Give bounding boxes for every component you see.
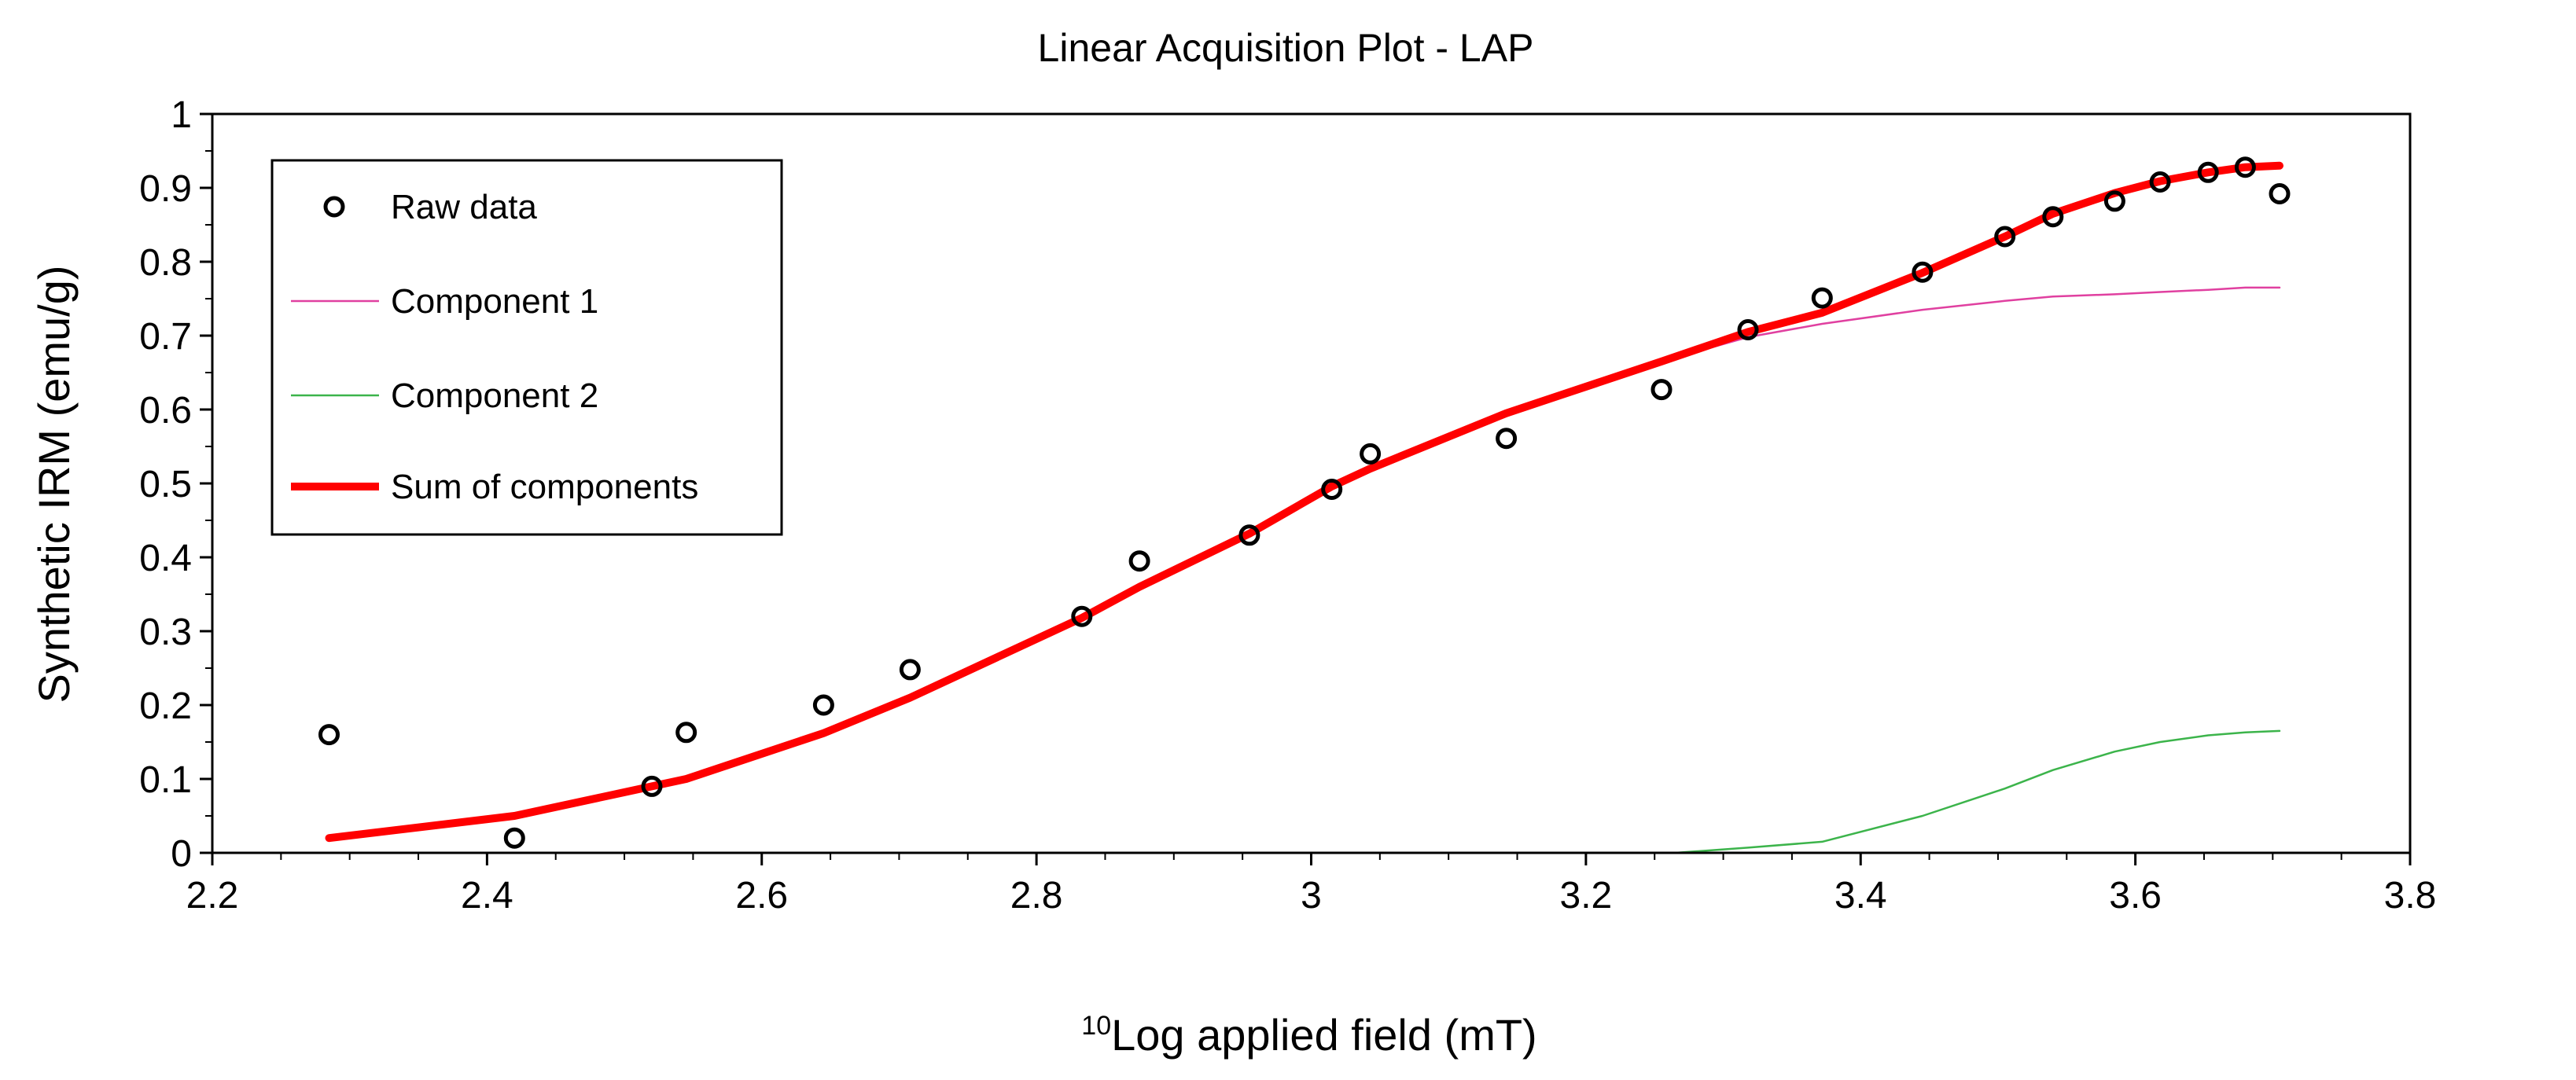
x-tick-label: 3.2 xyxy=(1560,875,1613,917)
series-line-sum-of-components xyxy=(325,161,2283,843)
raw-data-point xyxy=(1238,524,1260,546)
y-tick-label: 0.6 xyxy=(139,390,192,432)
raw-data-point xyxy=(899,659,921,681)
x-axis-label: 10Log applied field (mT) xyxy=(1081,1010,1536,1060)
y-tick-label: 0.1 xyxy=(139,759,192,801)
series-line-component-2 xyxy=(1674,729,2281,854)
chart-title: Linear Acquisition Plot - LAP xyxy=(1038,26,1534,70)
legend: Raw data Component 1 Component 2 Sum of … xyxy=(270,159,783,536)
raw-data-point xyxy=(1128,550,1150,572)
raw-data-point xyxy=(1994,226,2016,248)
x-axis-label-text: Log applied field (mT) xyxy=(1111,1010,1537,1060)
y-tick-label: 0.5 xyxy=(139,464,192,505)
x-tick-label: 3.4 xyxy=(1834,875,1887,917)
axis-ticks: 2.2 2.4 2.6 2.8 3 3.2 3.4 3.6 3.8 0 0.1 0.2 0.3 0.4 0.… xyxy=(139,94,2436,917)
raw-data-point xyxy=(1912,261,1934,283)
raw-data-point xyxy=(1071,605,1093,627)
y-tick-label: 0.9 xyxy=(139,168,192,210)
x-tick-label: 3 xyxy=(1301,875,1322,917)
raw-data-point xyxy=(641,775,663,797)
x-tick-label: 3.8 xyxy=(2384,875,2437,917)
legend-box xyxy=(270,159,783,536)
x-tick-label: 2.8 xyxy=(1010,875,1063,917)
x-tick-label: 2.2 xyxy=(186,875,239,917)
raw-data-point xyxy=(1321,479,1343,500)
y-tick-label: 0.2 xyxy=(139,685,192,727)
raw-data-point xyxy=(318,724,340,746)
legend-raw-data-marker xyxy=(323,196,345,218)
legend-label-raw-data: Raw data xyxy=(391,188,537,226)
y-tick-label: 0.7 xyxy=(139,316,192,358)
raw-data-point xyxy=(2103,190,2125,212)
plot-frame xyxy=(211,112,2412,854)
plot-series xyxy=(318,156,2291,854)
raw-data-point xyxy=(1737,319,1759,340)
x-tick-label: 2.6 xyxy=(735,875,788,917)
raw-data-point xyxy=(675,722,697,744)
raw-data-point xyxy=(503,827,525,849)
y-tick-label: 0.4 xyxy=(139,538,192,579)
y-tick-label: 0.8 xyxy=(139,242,192,284)
y-tick-label: 0.3 xyxy=(139,612,192,653)
raw-data-point xyxy=(1360,443,1382,465)
x-axis-label-superscript: 10 xyxy=(1081,1011,1111,1041)
y-tick-label: 0 xyxy=(171,833,192,875)
legend-label-component-1: Component 1 xyxy=(391,282,598,321)
raw-data-point xyxy=(812,694,834,716)
raw-data-point xyxy=(1496,428,1518,450)
y-axis-label: Synthetic IRM (emu/g) xyxy=(29,265,79,703)
raw-data-point xyxy=(2197,161,2219,183)
x-tick-label: 2.4 xyxy=(461,875,513,917)
x-tick-label: 3.6 xyxy=(2109,875,2162,917)
legend-label-sum-of-components: Sum of components xyxy=(391,468,698,506)
raw-data-point xyxy=(2234,156,2256,178)
raw-data-point xyxy=(1650,379,1673,401)
raw-data-point xyxy=(2269,183,2291,204)
y-tick-label: 1 xyxy=(171,94,192,136)
raw-data-point xyxy=(1811,287,1833,309)
raw-data-point xyxy=(2042,206,2064,228)
raw-data-point xyxy=(2149,171,2171,193)
legend-label-component-2: Component 2 xyxy=(391,377,598,415)
